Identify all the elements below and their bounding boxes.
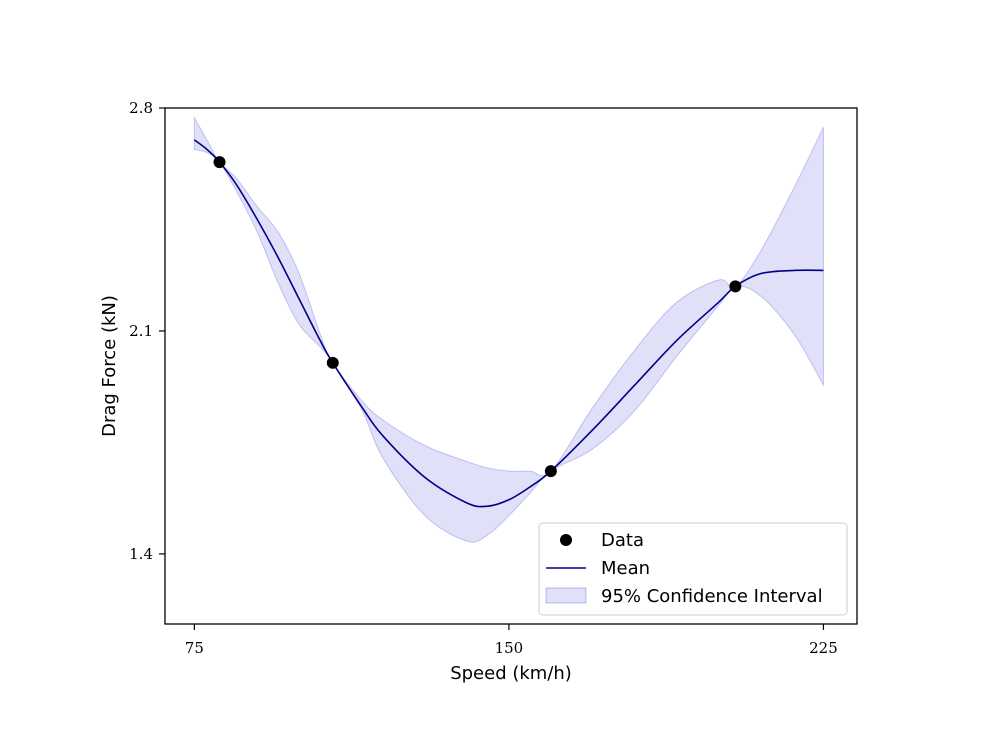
data-points-layer	[213, 156, 742, 478]
confidence-band	[193, 115, 824, 543]
legend-band-marker	[545, 587, 587, 604]
mean-line-layer	[193, 139, 824, 508]
ticks-layer: 75 150 225 1.4 2.1 2.8	[129, 99, 838, 657]
y-tick-label: 2.1	[129, 322, 153, 340]
confidence-band-layer	[193, 115, 824, 543]
y-tick-label: 1.4	[129, 545, 153, 563]
legend-band-label: 95% Confidence Interval	[601, 586, 823, 607]
x-tick-label: 150	[495, 639, 524, 657]
x-axis-label: Speed (km/h)	[450, 663, 572, 684]
data-point	[213, 156, 226, 169]
legend-data-marker	[560, 534, 572, 546]
data-point	[729, 280, 742, 293]
mean-line	[193, 139, 824, 508]
x-tick-label: 225	[809, 639, 838, 657]
x-tick-label: 75	[185, 639, 204, 657]
legend: Data Mean 95% Confidence Interval	[538, 522, 848, 616]
y-axis-label: Drag Force (kN)	[99, 295, 120, 437]
legend-box	[538, 522, 848, 616]
data-point	[326, 356, 339, 369]
plot-frame	[164, 107, 858, 625]
legend-mean-label: Mean	[601, 558, 650, 579]
y-tick-label: 2.8	[129, 99, 153, 117]
data-point	[544, 465, 557, 478]
legend-data-label: Data	[601, 530, 644, 551]
